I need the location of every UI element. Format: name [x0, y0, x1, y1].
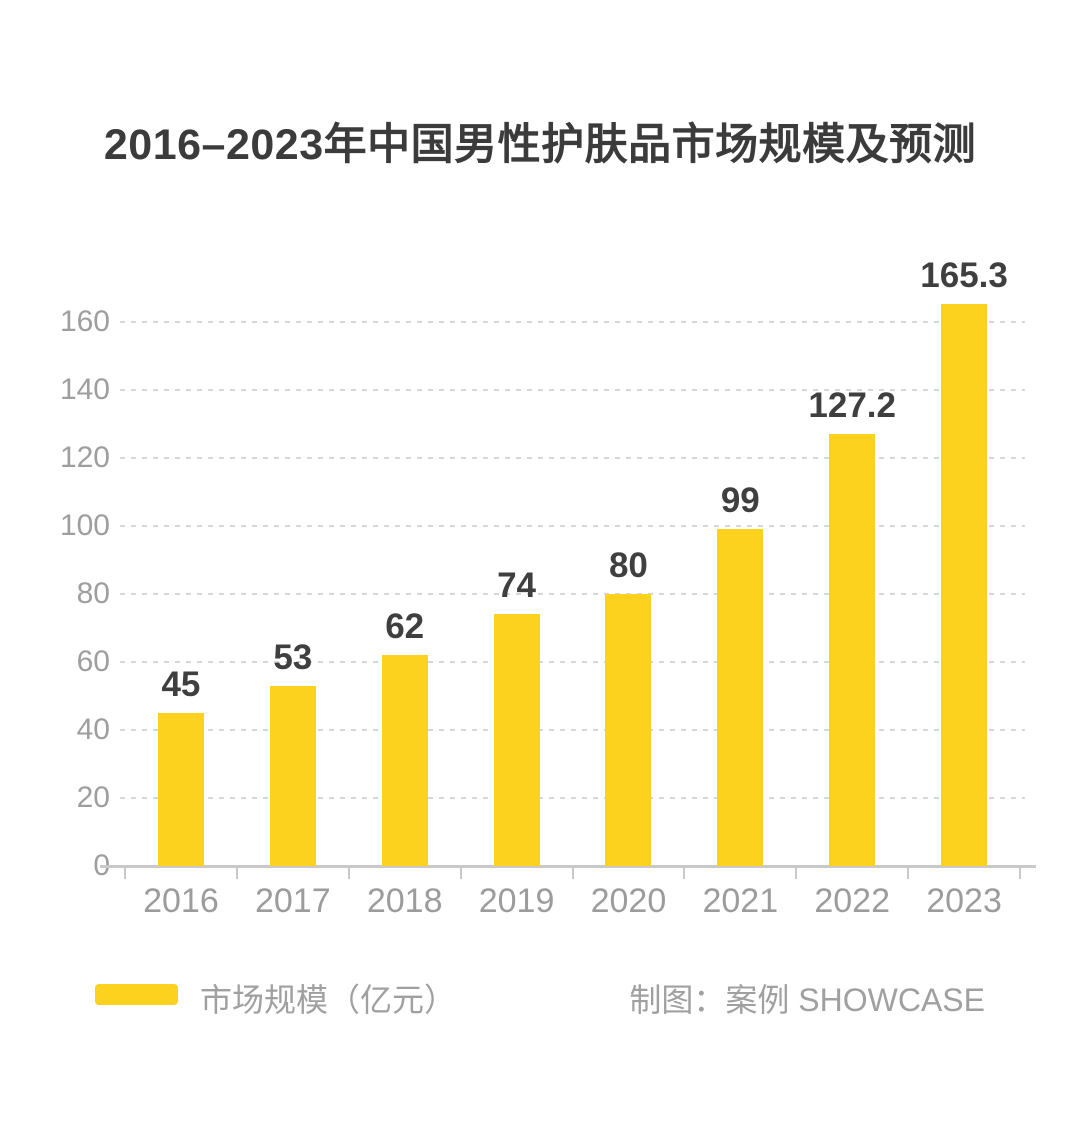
x-axis-tick-label-2022: 2022 [814, 882, 891, 920]
x-axis-tick [1019, 868, 1021, 879]
value-label-2019: 74 [497, 566, 537, 605]
credit-text: 制图：案例 SHOWCASE [629, 982, 985, 1018]
x-axis-tick [907, 868, 910, 879]
x-axis-tick [571, 868, 574, 879]
bar-2018 [382, 655, 428, 866]
value-label-2020: 80 [608, 546, 648, 585]
x-axis-tick-label-2017: 2017 [254, 882, 331, 920]
x-axis-tick-label-2016: 2016 [143, 882, 219, 920]
value-label-2017: 53 [273, 638, 313, 677]
x-axis-tick-label-2020: 2020 [590, 882, 667, 920]
bar-2016 [158, 713, 204, 866]
gridline-80 [120, 593, 1025, 595]
x-axis-tick [459, 868, 462, 879]
y-axis-tick-label-100: 100 [59, 509, 110, 542]
value-label-2018: 62 [385, 607, 425, 646]
gridline-20 [120, 797, 1025, 799]
bar-2020 [605, 594, 651, 866]
y-axis-tick-label-60: 60 [76, 645, 110, 678]
y-axis-tick-label-120: 120 [59, 441, 110, 474]
gridline-160 [120, 321, 1025, 323]
x-axis-tick-label-2018: 2018 [366, 882, 443, 920]
y-axis-tick-label-160: 160 [59, 305, 110, 338]
legend-label: 市场规模（亿元） [200, 982, 457, 1018]
x-axis-tick-label-2019: 2019 [478, 882, 555, 920]
gridline-40 [120, 729, 1025, 731]
value-label-2021: 99 [720, 481, 760, 520]
y-axis-tick-label-40: 40 [76, 713, 110, 746]
value-label-2023: 165.3 [920, 256, 1008, 295]
x-axis-tick [124, 868, 126, 879]
x-axis-tick [235, 868, 238, 879]
gridline-140 [120, 389, 1025, 391]
x-axis-tick [683, 868, 686, 879]
x-axis-line [100, 865, 1036, 868]
value-label-2016: 45 [161, 665, 201, 704]
y-axis-tick-label-140: 140 [59, 373, 110, 406]
bar-2019 [494, 614, 540, 866]
y-axis-tick-label-20: 20 [76, 781, 110, 814]
x-axis-tick [347, 868, 350, 879]
x-axis-tick [795, 868, 798, 879]
gridline-100 [120, 525, 1025, 527]
x-axis-tick-label-2023: 2023 [926, 882, 1002, 920]
y-axis-tick-label-80: 80 [76, 577, 110, 610]
gridline-60 [120, 661, 1025, 663]
bar-2023 [941, 304, 987, 866]
y-axis-tick-label-0: 0 [26, 849, 110, 883]
bar-2017 [270, 686, 316, 866]
gridline-120 [120, 457, 1025, 459]
bar-2021 [717, 529, 763, 866]
chart-title: 2016–2023年中国男性护肤品市场规模及预测 [103, 121, 977, 169]
x-axis-tick-label-2021: 2021 [702, 882, 779, 920]
legend-swatch [95, 984, 178, 1005]
bar-2022 [829, 434, 875, 866]
value-label-2022: 127.2 [808, 386, 896, 425]
